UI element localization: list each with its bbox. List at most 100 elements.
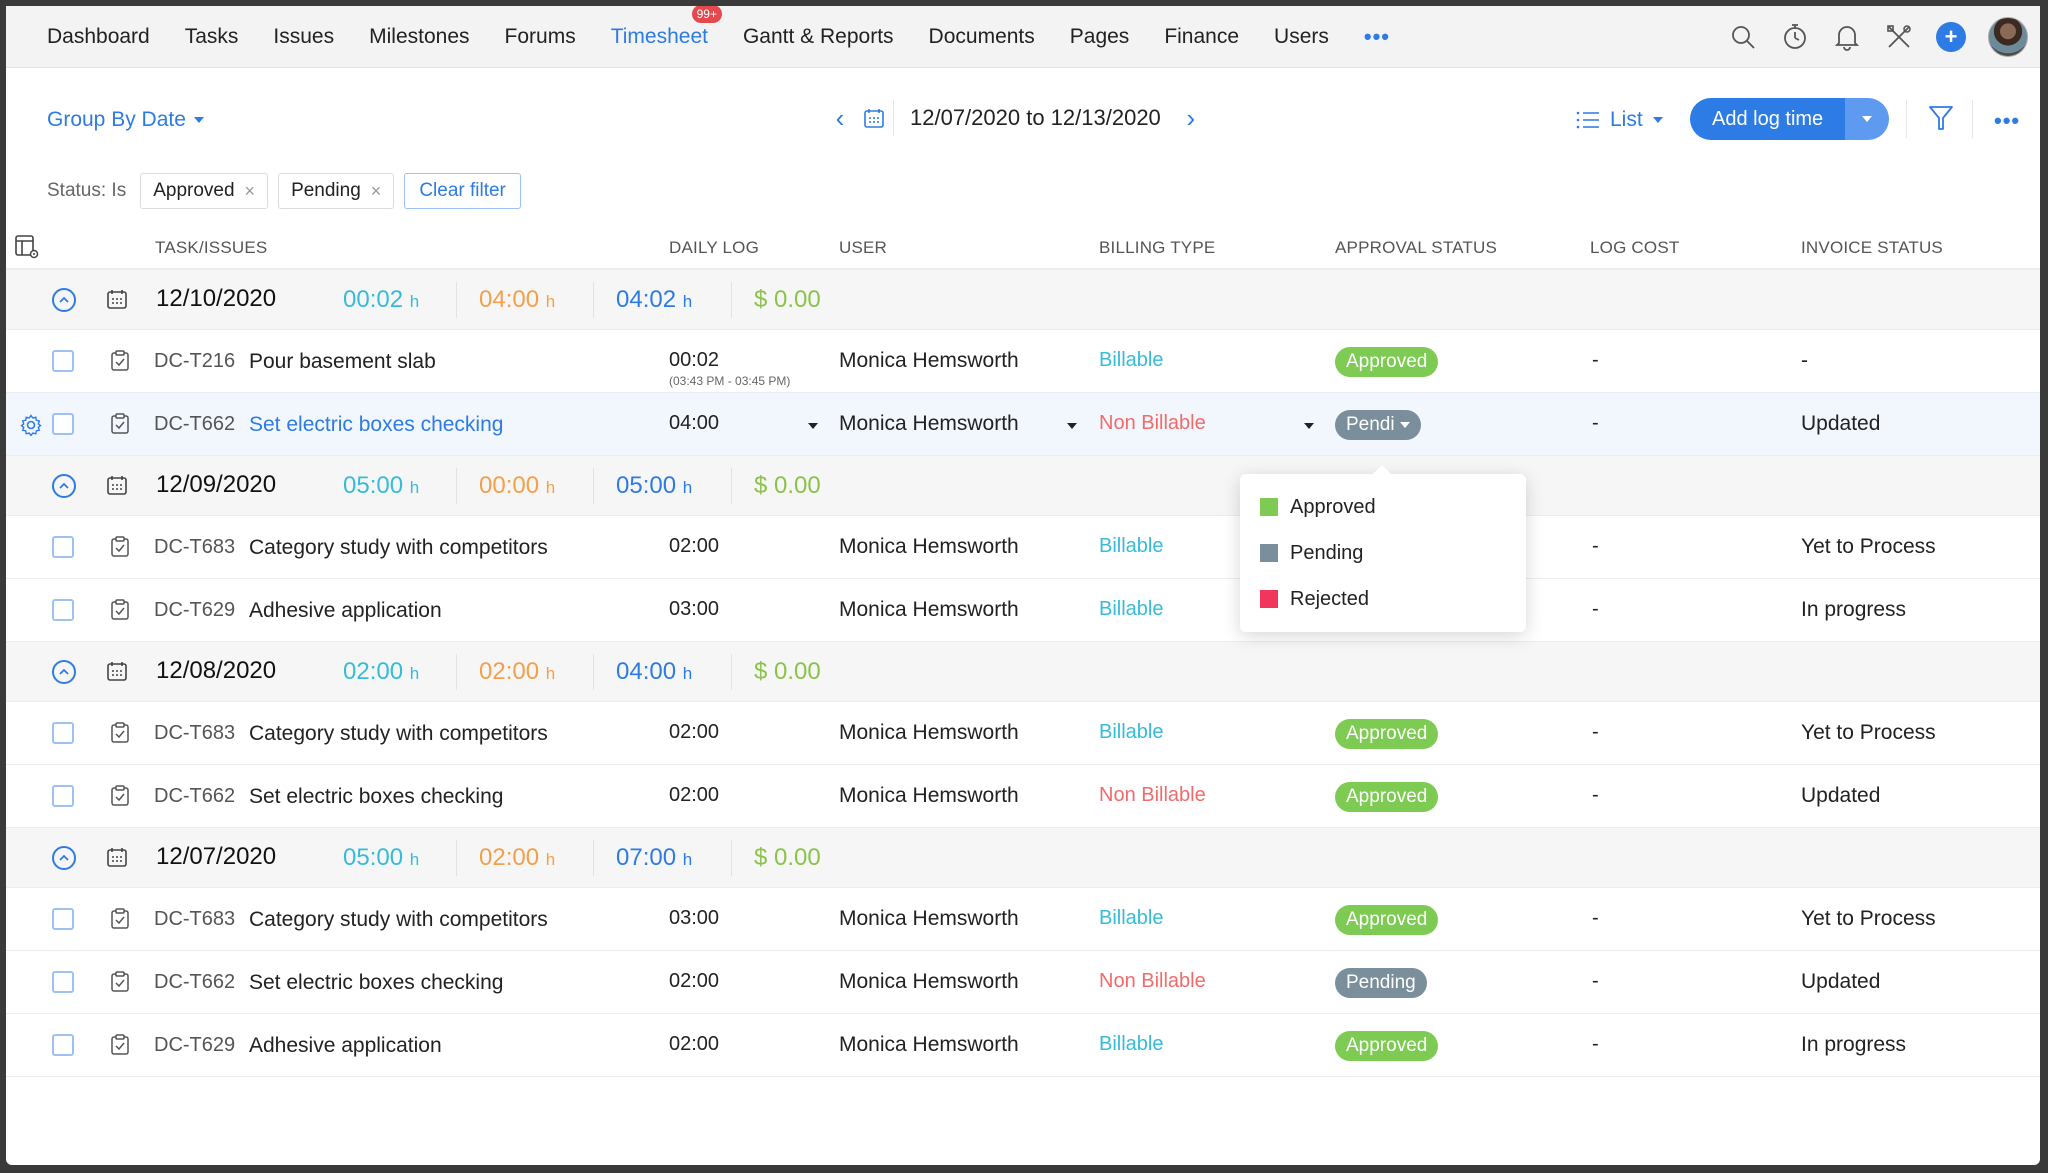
status-badge[interactable]: Approved — [1335, 347, 1439, 377]
column-header-log-cost[interactable]: LOG COST — [1590, 238, 1680, 257]
nav-dashboard[interactable]: Dashboard — [47, 24, 150, 48]
nav-milestones[interactable]: Milestones — [369, 24, 470, 48]
task-name[interactable]: Adhesive application — [249, 1034, 442, 1057]
add-log-time-button[interactable]: Add log time — [1690, 98, 1890, 140]
task-name[interactable]: Set electric boxes checking — [249, 785, 504, 808]
group-by-dropdown[interactable]: Group By Date — [47, 108, 204, 132]
status-badge[interactable]: Pending — [1335, 968, 1427, 998]
menu-item-pending[interactable]: Pending — [1240, 530, 1526, 576]
more-options-button[interactable]: ••• — [1994, 108, 2021, 133]
filter-chip-label: Approved — [153, 180, 235, 201]
table-row[interactable]: DC-T629 Adhesive application 02:00 Monic… — [6, 1014, 2040, 1077]
avatar[interactable] — [1988, 17, 2028, 57]
chevron-down-icon[interactable] — [1304, 423, 1314, 429]
task-name[interactable]: Category study with competitors — [249, 536, 548, 559]
user-name[interactable]: Monica Hemsworth — [839, 412, 1019, 435]
table-row[interactable]: DC-T683 Category study with competitors … — [6, 888, 2040, 951]
menu-item-approved[interactable]: Approved — [1240, 484, 1526, 530]
add-log-dropdown[interactable] — [1845, 98, 1890, 140]
column-header-billing-type[interactable]: BILLING TYPE — [1099, 238, 1216, 257]
nav-more-button[interactable]: ••• — [1363, 23, 1390, 49]
task-name[interactable]: Adhesive application — [249, 599, 442, 622]
row-checkbox[interactable] — [52, 908, 74, 930]
row-checkbox[interactable] — [52, 722, 74, 744]
task-name[interactable]: Category study with competitors — [249, 722, 548, 745]
nav-users[interactable]: Users — [1274, 24, 1329, 48]
filter-chip-pending: Pending × — [278, 173, 395, 209]
filter-icon[interactable] — [1928, 104, 1954, 137]
chevron-down-icon[interactable] — [1067, 423, 1077, 429]
status-badge[interactable]: Approved — [1335, 905, 1439, 935]
search-icon[interactable] — [1728, 22, 1758, 52]
column-header-user[interactable]: USER — [839, 238, 888, 257]
date-range-label[interactable]: 12/07/2020 to 12/13/2020 — [910, 105, 1161, 130]
close-icon[interactable]: × — [244, 180, 256, 201]
nav-gantt-reports[interactable]: Gantt & Reports — [742, 24, 894, 48]
prev-week-button[interactable]: ‹ — [835, 102, 845, 133]
status-badge[interactable]: Approved — [1335, 782, 1439, 812]
view-dropdown[interactable]: List — [1576, 108, 1663, 132]
task-name[interactable]: Set electric boxes checking — [249, 413, 504, 436]
timer-icon[interactable] — [1780, 22, 1810, 52]
column-header-daily-log[interactable]: DAILY LOG — [669, 238, 759, 257]
billing-type[interactable]: Non Billable — [1099, 412, 1206, 434]
column-header-task[interactable]: TASK/ISSUES — [155, 238, 268, 257]
collapse-icon[interactable] — [52, 474, 76, 498]
nav-issues[interactable]: Issues — [273, 24, 335, 48]
nav-pages[interactable]: Pages — [1069, 24, 1130, 48]
group-date: 12/08/2020 — [156, 657, 277, 684]
column-header-invoice-status[interactable]: INVOICE STATUS — [1801, 238, 1943, 257]
table-row[interactable]: DC-T662 Set electric boxes checking 02:0… — [6, 951, 2040, 1014]
nav-finance[interactable]: Finance — [1164, 24, 1240, 48]
status-badge[interactable]: Approved — [1335, 1031, 1439, 1061]
bell-icon[interactable] — [1832, 22, 1862, 52]
table-row[interactable]: DC-T683 Category study with competitors … — [6, 702, 2040, 765]
billable-hours: 00:02 h — [343, 286, 420, 313]
divider — [731, 654, 732, 690]
row-checkbox[interactable] — [52, 971, 74, 993]
gear-icon[interactable] — [20, 414, 42, 441]
task-icon — [110, 535, 130, 562]
status-dropdown[interactable]: Pendi — [1335, 410, 1421, 440]
chevron-down-icon[interactable] — [808, 423, 818, 429]
table-row[interactable]: DC-T662 Set electric boxes checking 04:0… — [6, 393, 2040, 456]
collapse-icon[interactable] — [52, 660, 76, 684]
table-row[interactable]: DC-T662 Set electric boxes checking 02:0… — [6, 765, 2040, 828]
table-row[interactable]: DC-T683 Category study with competitors … — [6, 516, 2040, 579]
row-checkbox[interactable] — [52, 350, 74, 372]
menu-item-rejected[interactable]: Rejected — [1240, 576, 1526, 622]
close-icon[interactable]: × — [370, 180, 382, 201]
task-name[interactable]: Pour basement slab — [249, 350, 436, 373]
task-name[interactable]: Category study with competitors — [249, 908, 548, 931]
table-row[interactable]: DC-T629 Adhesive application 03:00 Monic… — [6, 579, 2040, 642]
divider — [1906, 100, 1907, 138]
collapse-icon[interactable] — [52, 288, 76, 312]
task-name[interactable]: Set electric boxes checking — [249, 971, 504, 994]
daily-log: 00:02 — [669, 349, 720, 371]
clear-filter-button[interactable]: Clear filter — [404, 173, 521, 209]
row-checkbox[interactable] — [52, 785, 74, 807]
add-log-time-label[interactable]: Add log time — [1690, 98, 1846, 140]
quick-add-button[interactable]: + — [1936, 22, 1966, 52]
task-icon — [110, 412, 130, 439]
column-settings-icon[interactable] — [14, 234, 40, 265]
row-checkbox[interactable] — [52, 599, 74, 621]
column-header-approval-status[interactable]: APPROVAL STATUS — [1335, 238, 1498, 257]
row-checkbox[interactable] — [52, 413, 74, 435]
table-row[interactable]: DC-T216 Pour basement slab 00:02 (03:43 … — [6, 330, 2040, 393]
nav-timesheet[interactable]: Timesheet 99+ — [611, 6, 722, 49]
nav-forums[interactable]: Forums — [504, 24, 576, 48]
row-checkbox[interactable] — [52, 1034, 74, 1056]
task-icon — [110, 907, 130, 934]
task-icon — [110, 784, 130, 811]
nav-tasks[interactable]: Tasks — [184, 24, 239, 48]
calendar-icon[interactable] — [854, 100, 894, 136]
row-checkbox[interactable] — [52, 536, 74, 558]
chevron-down-icon — [1399, 421, 1410, 428]
collapse-icon[interactable] — [52, 846, 76, 870]
nav-documents[interactable]: Documents — [928, 24, 1035, 48]
tools-icon[interactable] — [1884, 22, 1914, 52]
daily-log[interactable]: 04:00 — [669, 412, 720, 434]
status-badge[interactable]: Approved — [1335, 719, 1439, 749]
next-week-button[interactable]: › — [1186, 102, 1196, 133]
